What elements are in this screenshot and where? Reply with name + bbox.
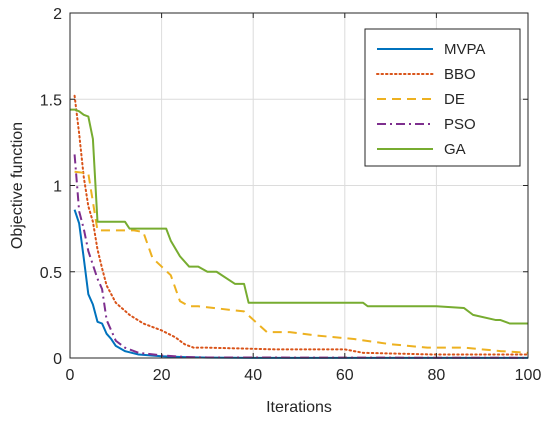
legend-label-pso: PSO [444,116,476,133]
series-layer [70,94,529,359]
legend-box [364,28,521,167]
y-tick-label: 1 [53,179,62,196]
series-line-de [74,170,529,354]
y-tick-label: 1.5 [40,92,62,109]
y-axis-label: Objective function [9,122,26,249]
x-axis-label: Iterations [266,399,332,416]
x-tick-label: 40 [244,367,262,384]
legend-label-mvpa: MVPA [444,41,485,58]
axes [69,12,529,359]
legend-label-ga: GA [444,141,466,158]
x-tick-label: 20 [153,367,171,384]
legend-label-de: DE [444,91,465,108]
x-tick-label: 60 [336,367,354,384]
x-tick-label: 80 [428,367,446,384]
y-tick-label: 0.5 [40,265,62,282]
legend: MVPA BBO DE PSO GA [364,28,521,167]
y-tick-label: 0 [53,351,62,368]
y-tick-label: 2 [53,6,62,23]
tick-labels: 0 20 40 60 80 100 0 0.5 1 1.5 2 [40,6,542,384]
series-line-pso [73,154,529,359]
x-tick-label: 100 [515,367,542,384]
legend-label-bbo: BBO [444,66,476,83]
series-line-ga [70,108,528,325]
x-tick-label: 0 [66,367,75,384]
series-line-bbo [73,94,529,356]
